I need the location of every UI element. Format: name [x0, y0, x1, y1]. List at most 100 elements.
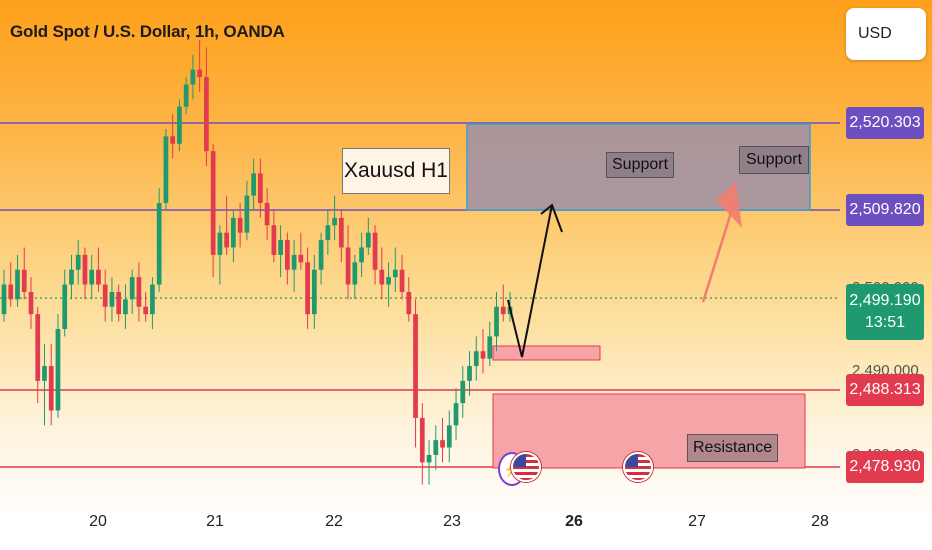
candle-body-up [109, 291, 115, 307]
x-tick-label: 27 [688, 513, 706, 530]
candle-body-down [35, 314, 41, 381]
candle-body-down [284, 240, 290, 270]
candle-body-up [231, 217, 236, 248]
candle-body-up [163, 136, 169, 204]
candle-body-up [311, 269, 317, 315]
candle-body-down [21, 269, 27, 292]
candle-body-up [42, 366, 47, 381]
candle-body-up [446, 425, 452, 448]
candle-body-up [487, 336, 493, 359]
resistance-label[interactable]: Resistance [687, 434, 779, 462]
candle-body-down [237, 217, 243, 233]
candle-body-up [15, 269, 20, 300]
candle-body-down [480, 351, 486, 359]
candle-body-down [264, 203, 270, 226]
x-tick-label: 26 [565, 513, 583, 530]
candle-body-up [325, 225, 331, 241]
us-flag-event-icon[interactable] [511, 452, 541, 482]
candle-body-down [224, 232, 230, 248]
candle-body-up [359, 247, 364, 263]
x-tick-label: 20 [89, 513, 107, 530]
current-price-value: 2,499.190 [849, 292, 921, 309]
candle-body-down [136, 277, 142, 307]
candle-body-down [116, 291, 122, 315]
candle-body-down [298, 254, 304, 263]
candle-body-up [426, 454, 432, 463]
candle-body-down [8, 284, 14, 300]
candle-body-up [291, 254, 297, 270]
candle-body-down [338, 217, 344, 248]
candle-body-down [440, 440, 445, 448]
candle-body-down [413, 314, 418, 418]
candle-body-down [210, 151, 216, 255]
candle-body-up [467, 366, 472, 381]
candle-body-up [365, 232, 371, 248]
candle-body-down [399, 269, 405, 292]
candle-body-up [75, 254, 81, 270]
price-tag-2509: 2,509.820 [846, 194, 924, 226]
x-tick-label: 28 [811, 513, 829, 530]
candle-body-down [500, 306, 506, 315]
main-annotation-label[interactable]: Xauusd H1 [342, 148, 450, 194]
candle-body-down [258, 173, 263, 204]
candle-body-down [372, 232, 378, 270]
candle-body-up [69, 269, 74, 285]
candle-body-up [1, 284, 7, 315]
price-tag-2478: 2,478.930 [846, 451, 924, 483]
current-price-tag: 2,499.190 13:51 [846, 284, 924, 340]
candle-body-up [190, 69, 196, 85]
candle-body-up [177, 106, 182, 144]
price-tag-2520: 2,520.303 [846, 107, 924, 139]
candle-body-up [453, 403, 459, 426]
candle-body-down [143, 306, 149, 315]
price-tag-2488: 2,488.313 [846, 374, 924, 406]
candle-body-up [386, 277, 391, 285]
candle-body-up [392, 269, 398, 278]
candle-body-up [332, 217, 337, 226]
candle-body-down [48, 366, 54, 411]
candle-body-down [379, 269, 385, 285]
candle-body-up [278, 240, 283, 255]
small-demand-zone[interactable] [492, 345, 601, 361]
candle-body-up [244, 195, 250, 233]
candle-body-down [204, 77, 209, 152]
candle-body-up [352, 262, 358, 285]
candle-body-down [96, 269, 101, 285]
candle-series [1, 40, 513, 485]
x-tick-label: 21 [206, 513, 224, 530]
candle-body-up [473, 351, 479, 367]
candle-body-up [129, 277, 135, 300]
candle-body-down [271, 225, 277, 255]
x-tick-label: 23 [443, 513, 461, 530]
candle-body-up [123, 299, 128, 315]
candle-body-down [28, 291, 34, 315]
us-flag-event-icon[interactable] [623, 452, 653, 482]
currency-button[interactable]: USD [846, 8, 926, 60]
candle-body-down [305, 262, 310, 315]
candle-body-up [318, 240, 324, 270]
x-tick-label: 22 [325, 513, 343, 530]
candle-body-up [156, 203, 162, 285]
candle-body-down [406, 291, 412, 315]
target-arrow-head [716, 182, 742, 228]
candle-body-up [89, 269, 95, 285]
chart-title: Gold Spot / U.S. Dollar, 1h, OANDA [10, 22, 285, 41]
candle-body-up [494, 306, 499, 337]
candle-body-up [433, 440, 439, 455]
candle-body-up [62, 284, 68, 329]
support-label-2[interactable]: Support [739, 146, 810, 174]
target-arrow-shaft [701, 199, 737, 303]
support-label-1[interactable]: Support [606, 152, 675, 178]
candle-body-down [82, 254, 88, 285]
candle-body-down [102, 284, 108, 307]
candle-body-down [419, 417, 425, 463]
candle-body-down [197, 69, 203, 78]
candle-body-up [183, 84, 189, 107]
candle-body-up [217, 232, 223, 255]
candle-body-up [460, 380, 466, 404]
candle-body-up [251, 173, 256, 196]
projection-path [507, 204, 553, 358]
projection-arrowhead [540, 203, 563, 233]
